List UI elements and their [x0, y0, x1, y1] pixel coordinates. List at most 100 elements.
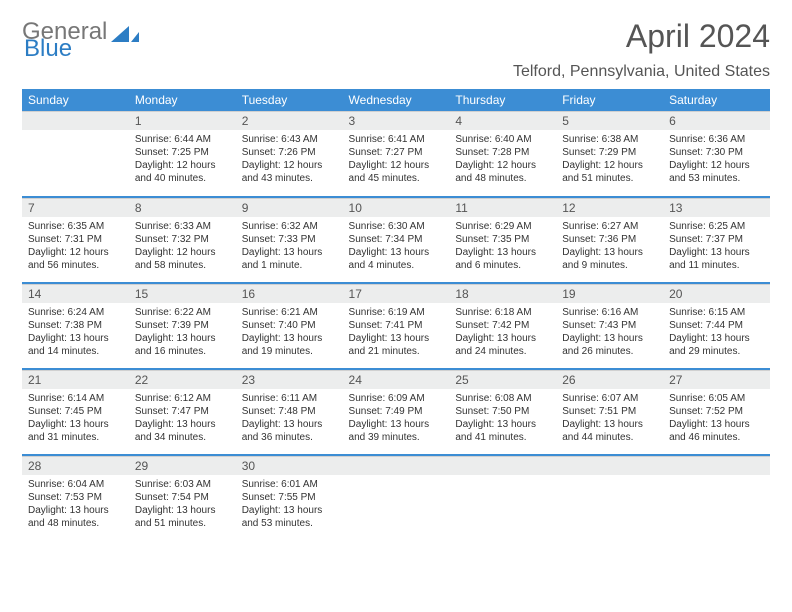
day-number: 2 [236, 111, 343, 130]
day-detail: Sunrise: 6:19 AMSunset: 7:41 PMDaylight:… [343, 303, 450, 362]
day-detail-line: and 56 minutes. [28, 259, 123, 272]
day-detail-line: Sunset: 7:45 PM [28, 405, 123, 418]
day-detail: Sunrise: 6:40 AMSunset: 7:28 PMDaylight:… [449, 130, 556, 189]
day-detail-line: and 16 minutes. [135, 345, 230, 358]
day-detail-line: Sunrise: 6:08 AM [455, 392, 550, 405]
day-detail-line: and 4 minutes. [349, 259, 444, 272]
day-detail-line: Daylight: 12 hours [242, 159, 337, 172]
day-detail-line: and 46 minutes. [669, 431, 764, 444]
day-detail: Sunrise: 6:15 AMSunset: 7:44 PMDaylight:… [663, 303, 770, 362]
day-detail-line: Sunrise: 6:03 AM [135, 478, 230, 491]
day-detail-line: Sunset: 7:53 PM [28, 491, 123, 504]
day-detail-line: and 11 minutes. [669, 259, 764, 272]
day-detail-line: and 34 minutes. [135, 431, 230, 444]
day-number: 11 [449, 198, 556, 217]
day-number: 20 [663, 284, 770, 303]
day-cell: 8Sunrise: 6:33 AMSunset: 7:32 PMDaylight… [129, 197, 236, 283]
day-number: 10 [343, 198, 450, 217]
day-detail-line: Sunset: 7:43 PM [562, 319, 657, 332]
day-detail: Sunrise: 6:44 AMSunset: 7:25 PMDaylight:… [129, 130, 236, 189]
month-title: April 2024 [626, 18, 770, 55]
day-number: 16 [236, 284, 343, 303]
location-label: Telford, Pennsylvania, United States [22, 63, 770, 81]
day-detail-line: Sunrise: 6:41 AM [349, 133, 444, 146]
day-detail-line: Sunrise: 6:21 AM [242, 306, 337, 319]
day-detail: Sunrise: 6:04 AMSunset: 7:53 PMDaylight:… [22, 475, 129, 534]
day-cell: 12Sunrise: 6:27 AMSunset: 7:36 PMDayligh… [556, 197, 663, 283]
day-detail-line: Sunset: 7:27 PM [349, 146, 444, 159]
day-cell: 13Sunrise: 6:25 AMSunset: 7:37 PMDayligh… [663, 197, 770, 283]
day-detail-line: Sunset: 7:40 PM [242, 319, 337, 332]
day-number: 12 [556, 198, 663, 217]
day-number: 23 [236, 370, 343, 389]
day-detail: Sunrise: 6:30 AMSunset: 7:34 PMDaylight:… [343, 217, 450, 276]
sail-icon [111, 21, 139, 37]
day-detail-line: Daylight: 13 hours [28, 504, 123, 517]
day-number: 26 [556, 370, 663, 389]
day-detail: Sunrise: 6:12 AMSunset: 7:47 PMDaylight:… [129, 389, 236, 448]
day-cell [663, 455, 770, 541]
day-detail-line: Sunset: 7:39 PM [135, 319, 230, 332]
day-header-row: Sunday Monday Tuesday Wednesday Thursday… [22, 89, 770, 111]
day-detail-line: Daylight: 13 hours [455, 418, 550, 431]
day-detail-line: and 48 minutes. [455, 172, 550, 185]
day-cell: 25Sunrise: 6:08 AMSunset: 7:50 PMDayligh… [449, 369, 556, 455]
day-detail-line: Sunset: 7:52 PM [669, 405, 764, 418]
day-cell: 16Sunrise: 6:21 AMSunset: 7:40 PMDayligh… [236, 283, 343, 369]
day-detail-line: Sunrise: 6:32 AM [242, 220, 337, 233]
day-number: 6 [663, 111, 770, 130]
day-cell: 29Sunrise: 6:03 AMSunset: 7:54 PMDayligh… [129, 455, 236, 541]
day-detail-line: Daylight: 13 hours [669, 246, 764, 259]
day-detail-line: Daylight: 12 hours [455, 159, 550, 172]
day-detail: Sunrise: 6:01 AMSunset: 7:55 PMDaylight:… [236, 475, 343, 534]
day-cell: 14Sunrise: 6:24 AMSunset: 7:38 PMDayligh… [22, 283, 129, 369]
day-detail-line: and 43 minutes. [242, 172, 337, 185]
day-detail-line: Sunrise: 6:30 AM [349, 220, 444, 233]
day-detail: Sunrise: 6:24 AMSunset: 7:38 PMDaylight:… [22, 303, 129, 362]
day-detail-line: Daylight: 13 hours [242, 418, 337, 431]
day-detail-line: Sunrise: 6:24 AM [28, 306, 123, 319]
day-detail-line: Sunrise: 6:40 AM [455, 133, 550, 146]
day-cell: 5Sunrise: 6:38 AMSunset: 7:29 PMDaylight… [556, 111, 663, 197]
day-detail-line: Sunrise: 6:16 AM [562, 306, 657, 319]
day-detail-line: Sunset: 7:31 PM [28, 233, 123, 246]
day-detail-line: Daylight: 13 hours [135, 418, 230, 431]
col-tuesday: Tuesday [236, 89, 343, 111]
day-number: 7 [22, 198, 129, 217]
day-detail-line: Sunset: 7:54 PM [135, 491, 230, 504]
day-detail-line: Daylight: 13 hours [455, 332, 550, 345]
day-number: 4 [449, 111, 556, 130]
day-detail-line: Daylight: 13 hours [562, 418, 657, 431]
day-cell: 20Sunrise: 6:15 AMSunset: 7:44 PMDayligh… [663, 283, 770, 369]
day-detail-line: Sunset: 7:48 PM [242, 405, 337, 418]
day-cell [343, 455, 450, 541]
day-cell: 15Sunrise: 6:22 AMSunset: 7:39 PMDayligh… [129, 283, 236, 369]
day-detail-line: and 14 minutes. [28, 345, 123, 358]
day-cell: 6Sunrise: 6:36 AMSunset: 7:30 PMDaylight… [663, 111, 770, 197]
day-detail-line: and 53 minutes. [242, 517, 337, 530]
day-detail: Sunrise: 6:22 AMSunset: 7:39 PMDaylight:… [129, 303, 236, 362]
day-detail-line: Sunset: 7:44 PM [669, 319, 764, 332]
day-detail-line: and 53 minutes. [669, 172, 764, 185]
day-detail: Sunrise: 6:16 AMSunset: 7:43 PMDaylight:… [556, 303, 663, 362]
day-detail-line: Sunrise: 6:11 AM [242, 392, 337, 405]
week-row: 21Sunrise: 6:14 AMSunset: 7:45 PMDayligh… [22, 369, 770, 455]
day-detail: Sunrise: 6:08 AMSunset: 7:50 PMDaylight:… [449, 389, 556, 448]
day-cell: 24Sunrise: 6:09 AMSunset: 7:49 PMDayligh… [343, 369, 450, 455]
day-cell: 2Sunrise: 6:43 AMSunset: 7:26 PMDaylight… [236, 111, 343, 197]
day-detail-line: Sunset: 7:32 PM [135, 233, 230, 246]
day-detail-line: Sunset: 7:41 PM [349, 319, 444, 332]
day-number: 19 [556, 284, 663, 303]
day-detail-line: Daylight: 12 hours [349, 159, 444, 172]
day-detail-line: Sunrise: 6:04 AM [28, 478, 123, 491]
day-detail-line: Sunset: 7:37 PM [669, 233, 764, 246]
day-detail-line: Sunrise: 6:29 AM [455, 220, 550, 233]
day-detail: Sunrise: 6:35 AMSunset: 7:31 PMDaylight:… [22, 217, 129, 276]
day-detail-line: Sunset: 7:30 PM [669, 146, 764, 159]
day-detail-line: Daylight: 13 hours [455, 246, 550, 259]
day-number: 25 [449, 370, 556, 389]
day-cell [22, 111, 129, 197]
day-detail-line: Daylight: 13 hours [242, 246, 337, 259]
day-number: 27 [663, 370, 770, 389]
day-detail-line: and 6 minutes. [455, 259, 550, 272]
